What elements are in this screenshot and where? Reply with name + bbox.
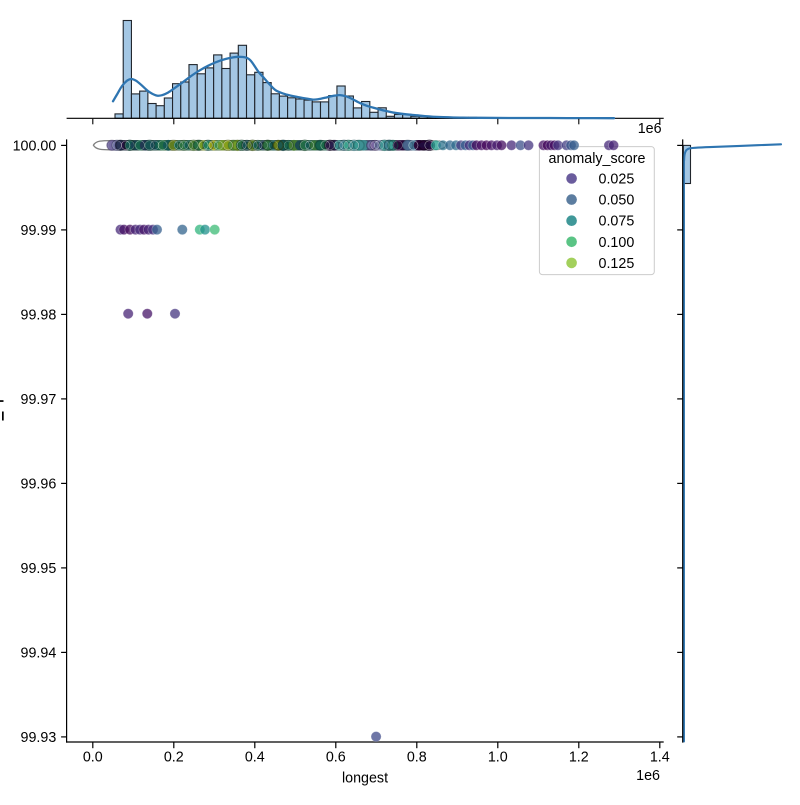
svg-text:1.4: 1.4 [650, 750, 670, 766]
svg-text:0.6: 0.6 [326, 750, 346, 766]
svg-text:99.99: 99.99 [21, 223, 57, 239]
svg-text:1.2: 1.2 [569, 750, 589, 766]
svg-text:99.94: 99.94 [21, 645, 57, 661]
svg-text:anomaly_score: anomaly_score [549, 151, 646, 167]
svg-text:1.0: 1.0 [488, 750, 508, 766]
svg-text:0.050: 0.050 [599, 193, 635, 209]
svg-text:0.025: 0.025 [599, 172, 635, 188]
svg-text:1e6: 1e6 [636, 768, 660, 784]
svg-text:0.125: 0.125 [599, 256, 635, 272]
svg-text:1e6: 1e6 [638, 121, 662, 137]
svg-text:99.98: 99.98 [21, 307, 57, 323]
svg-text:99.97: 99.97 [21, 392, 57, 408]
svg-text:0.100: 0.100 [599, 235, 635, 251]
svg-text:0.075: 0.075 [599, 214, 635, 230]
svg-text:0.4: 0.4 [245, 750, 265, 766]
svg-text:0.2: 0.2 [164, 750, 184, 766]
svg-text:99.96: 99.96 [21, 476, 57, 492]
svg-text:99.93: 99.93 [21, 730, 57, 746]
svg-text:0.8: 0.8 [407, 750, 427, 766]
svg-text:0.0: 0.0 [83, 750, 103, 766]
svg-text:99.95: 99.95 [21, 561, 57, 577]
svg-text:longest: longest [342, 771, 388, 787]
svg-text:100.00: 100.00 [13, 138, 57, 154]
